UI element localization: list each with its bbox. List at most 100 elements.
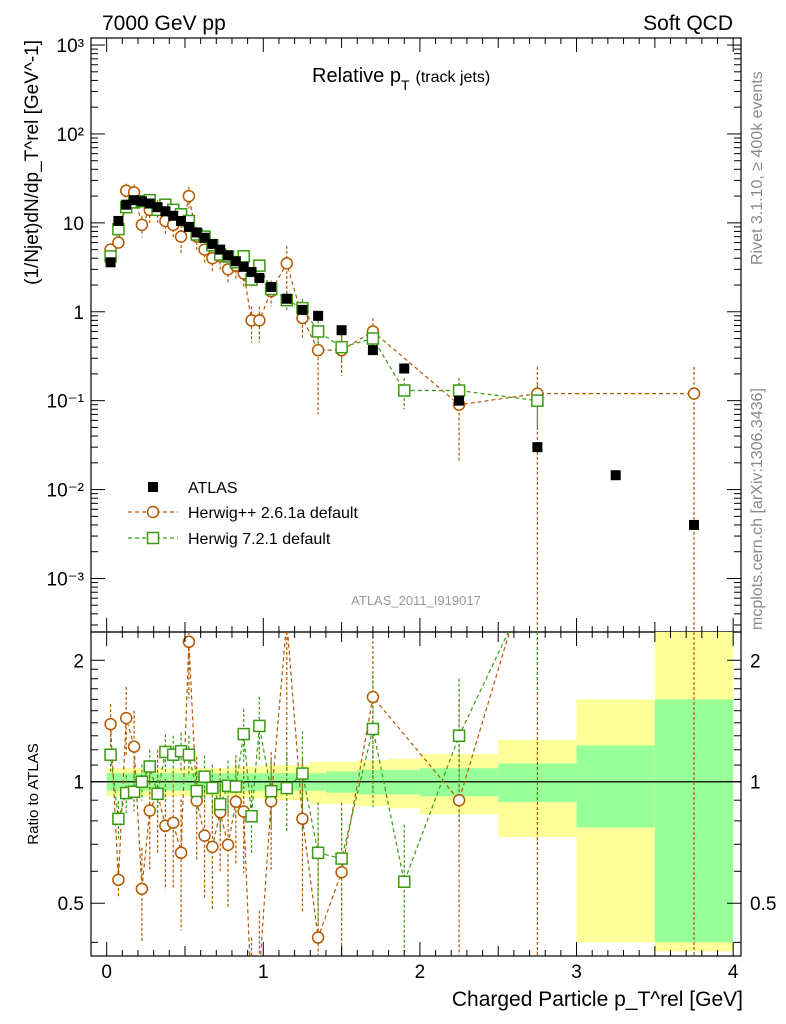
atlas-point: [297, 304, 308, 315]
herwigpp-ratio-point: [112, 873, 125, 887]
herwigpp-ratio-point: [311, 931, 325, 944]
ratio-y-axis-title: Ratio to ATLAS: [25, 743, 42, 844]
herwig7-ratio-line-group: [109, 632, 509, 884]
herwigpp-ratio-point: [452, 793, 466, 807]
herwig7-ratio-point: [190, 784, 203, 798]
herwig7-ratio-point: [280, 781, 294, 795]
atlas-point: [152, 202, 163, 213]
herwigpp-point: [182, 189, 196, 203]
legend-marker-herwigpp: [146, 505, 160, 519]
herwig7-ratio-point: [213, 797, 227, 811]
ratio-tick-label-right: 2: [750, 651, 761, 672]
legend-label-herwigpp: Herwig++ 2.6.1a default: [188, 505, 358, 522]
herwigpp-ratio-point: [174, 846, 188, 860]
ratio-band-inner: [576, 745, 655, 828]
atlas-point: [176, 215, 187, 226]
herwig7-ratio-point: [253, 719, 266, 733]
herwigpp-point: [112, 236, 125, 249]
atlas-point: [689, 519, 700, 530]
herwig7-point: [335, 340, 348, 354]
herwigpp-point: [311, 343, 325, 357]
herwig7-ratio-point: [245, 809, 258, 823]
y-axis-title: (1/Njet)dN/dp_T^rel [GeV^-1]: [22, 40, 43, 285]
herwigpp-ratio-point: [143, 804, 156, 817]
y-tick-label: 10²: [57, 125, 84, 146]
ratio-tick-label-right: 1: [750, 773, 761, 794]
x-tick-label: 1: [258, 962, 269, 983]
herwig7-ratio-point: [296, 767, 309, 780]
herwig7-ratio-point: [237, 727, 250, 741]
herwigpp-ratio-point: [135, 882, 149, 896]
herwigpp-ratio-point: [127, 740, 141, 753]
atlas-point: [207, 238, 218, 249]
herwigpp-ratio-point: [206, 840, 219, 854]
atlas-point: [454, 395, 465, 406]
ratio-tick-label-left: 1: [73, 773, 84, 794]
herwig7-ratio-point: [398, 875, 411, 888]
herwig7-point: [253, 259, 266, 272]
plot-title: Relative pT (track jets): [312, 65, 490, 93]
atlas-point: [254, 272, 265, 283]
y-tick-label: 10³: [57, 36, 84, 57]
ratio-tick-label-left: 0.5: [58, 894, 84, 915]
herwig7-point: [311, 325, 325, 338]
herwig7-ratio-point: [151, 787, 164, 801]
herwig7-point: [531, 394, 544, 407]
herwigpp-ratio-point: [296, 812, 309, 826]
atlas-point: [610, 470, 621, 481]
atlas-point: [266, 281, 277, 292]
atlas-point: [281, 293, 292, 304]
data-markers: [104, 184, 701, 944]
legend-marker-herwig7: [146, 531, 160, 545]
legend: ATLAS Herwig++ 2.6.1a default Herwig 7.2…: [128, 480, 358, 548]
header-left: 7000 GeV pp: [102, 12, 226, 35]
watermark: ATLAS_2011_I919017: [351, 593, 481, 608]
x-tick-label: 3: [571, 962, 582, 983]
herwigpp-ratio-point: [229, 795, 243, 809]
herwigpp-point: [253, 314, 266, 327]
herwig7-ratio-point: [335, 852, 348, 865]
rivet-label: Rivet 3.1.10, ≥ 400k events: [749, 71, 766, 265]
herwig7-ratio-point: [112, 812, 125, 826]
herwigpp-ratio-point: [166, 816, 180, 829]
atlas-point: [367, 345, 378, 356]
herwig7-ratio-point: [366, 722, 380, 736]
header-right: Soft QCD: [643, 12, 733, 35]
herwigpp-point: [174, 230, 188, 243]
herwigpp-ratio-point: [198, 829, 211, 842]
atlas-point: [168, 210, 179, 221]
legend-label-herwig7: Herwig 7.2.1 default: [188, 531, 331, 548]
y-tick-label: 10: [63, 214, 84, 235]
atlas-point: [399, 363, 410, 374]
x-tick-label: 4: [728, 962, 739, 983]
axis-ticks: 0 1 2 3 4 10⁻³ 10⁻² 10⁻¹ 1 10 10² 10³ 0.5 0.5 1 1 2 2: [47, 36, 777, 983]
atlas-point: [113, 215, 124, 226]
atlas-point: [160, 206, 171, 217]
legend-label-atlas: ATLAS: [188, 480, 238, 497]
atlas-point: [144, 198, 155, 209]
herwig7-ratio-point: [143, 760, 156, 773]
atlas-point: [183, 221, 194, 232]
atlas-point: [532, 442, 543, 453]
herwigpp-point: [135, 218, 149, 232]
atlas-point: [215, 244, 226, 255]
y-tick-label: 10⁻¹: [47, 392, 85, 413]
ratio-band-inner: [654, 699, 734, 943]
herwig7-ratio-line: [109, 632, 509, 884]
herwigpp-ratio-point: [104, 717, 117, 731]
legend-marker-atlas: [148, 482, 158, 492]
ratio-plot-frame: [90, 631, 742, 957]
atlas-point: [129, 195, 140, 206]
atlas-point: [191, 227, 202, 238]
herwig7-point: [398, 384, 411, 397]
y-tick-label: 10⁻²: [47, 481, 85, 502]
atlas-point: [223, 250, 234, 261]
plot-title-main: Relative p: [312, 65, 401, 87]
herwig7-ratio-point: [182, 748, 196, 761]
atlas-point: [121, 199, 132, 210]
x-tick-label: 0: [101, 962, 112, 983]
herwig7-ratio-point: [452, 729, 466, 743]
y-tick-label: 1: [73, 303, 84, 324]
herwigpp-ratio-point: [221, 838, 235, 852]
herwig7-ratio-point: [229, 780, 243, 793]
